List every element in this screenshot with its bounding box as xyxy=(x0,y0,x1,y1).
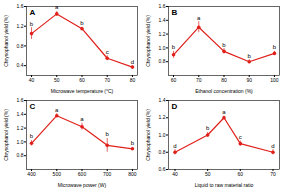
svg-text:400: 400 xyxy=(27,171,36,177)
svg-text:1.0: 1.0 xyxy=(159,132,166,138)
svg-text:c: c xyxy=(106,49,109,55)
svg-text:1.0: 1.0 xyxy=(159,45,166,51)
svg-text:Chrysophanol yield (%): Chrysophanol yield (%) xyxy=(3,15,9,67)
svg-text:1.4: 1.4 xyxy=(159,97,166,103)
svg-text:1.2: 1.2 xyxy=(17,125,24,131)
svg-text:a: a xyxy=(55,4,59,10)
svg-text:1.6: 1.6 xyxy=(159,3,166,9)
svg-text:Chrysophanol yield (%): Chrysophanol yield (%) xyxy=(3,109,9,161)
svg-text:B: B xyxy=(172,8,178,17)
svg-text:C: C xyxy=(30,102,36,111)
svg-text:Ethanol concentration (%): Ethanol concentration (%) xyxy=(195,88,253,94)
svg-text:0.8: 0.8 xyxy=(17,43,24,49)
svg-text:1.4: 1.4 xyxy=(159,17,166,23)
svg-text:a: a xyxy=(80,116,84,122)
svg-text:b: b xyxy=(30,133,34,139)
svg-text:1.0: 1.0 xyxy=(17,139,24,145)
svg-text:80: 80 xyxy=(221,77,227,83)
svg-text:700: 700 xyxy=(103,171,112,177)
svg-text:500: 500 xyxy=(53,171,62,177)
svg-text:0.8: 0.8 xyxy=(159,58,166,64)
svg-text:90: 90 xyxy=(246,77,252,83)
svg-text:60: 60 xyxy=(171,77,177,83)
svg-text:0.8: 0.8 xyxy=(159,149,166,155)
svg-text:Microwave power (W): Microwave power (W) xyxy=(58,182,107,188)
svg-text:D: D xyxy=(172,102,178,111)
svg-text:80: 80 xyxy=(130,77,136,83)
svg-text:0.4: 0.4 xyxy=(17,62,24,68)
svg-text:0.8: 0.8 xyxy=(17,152,24,158)
svg-text:a: a xyxy=(222,109,226,115)
svg-text:b: b xyxy=(172,44,176,50)
svg-text:1.6: 1.6 xyxy=(17,3,24,9)
svg-text:b: b xyxy=(206,125,210,131)
svg-text:b: b xyxy=(106,131,110,137)
svg-text:b: b xyxy=(80,20,84,26)
svg-text:70: 70 xyxy=(196,77,202,83)
svg-text:70: 70 xyxy=(270,171,276,177)
svg-text:b: b xyxy=(131,140,135,146)
svg-text:d: d xyxy=(271,143,274,149)
svg-text:Microwave temperature (°C): Microwave temperature (°C) xyxy=(51,88,114,94)
svg-text:c: c xyxy=(239,134,242,140)
svg-text:b: b xyxy=(30,21,34,27)
svg-text:Chrysophanol yield (%): Chrysophanol yield (%) xyxy=(145,109,151,161)
svg-text:50: 50 xyxy=(205,171,211,177)
svg-text:Chrysophanol yield (%): Chrysophanol yield (%) xyxy=(145,15,151,67)
svg-text:50: 50 xyxy=(54,77,60,83)
svg-text:70: 70 xyxy=(104,77,110,83)
svg-text:100: 100 xyxy=(270,77,279,83)
svg-text:800: 800 xyxy=(128,171,137,177)
svg-text:600: 600 xyxy=(78,171,87,177)
svg-text:1.2: 1.2 xyxy=(17,23,24,29)
svg-text:1.2: 1.2 xyxy=(159,31,166,37)
svg-text:a: a xyxy=(55,107,59,113)
svg-text:60: 60 xyxy=(238,171,244,177)
svg-text:a: a xyxy=(197,15,201,21)
svg-text:A: A xyxy=(30,8,36,17)
svg-text:60: 60 xyxy=(79,77,85,83)
svg-text:b: b xyxy=(273,44,277,50)
svg-text:Liquid to raw material ratio: Liquid to raw material ratio xyxy=(195,182,254,188)
svg-text:40: 40 xyxy=(29,77,35,83)
svg-text:b: b xyxy=(222,42,226,48)
svg-text:d: d xyxy=(131,59,134,65)
svg-text:40: 40 xyxy=(172,171,178,177)
svg-text:1.2: 1.2 xyxy=(159,114,166,120)
svg-text:0.6: 0.6 xyxy=(159,166,166,172)
svg-text:1.4: 1.4 xyxy=(17,111,24,117)
svg-text:1.6: 1.6 xyxy=(17,97,24,103)
svg-text:b: b xyxy=(248,53,252,59)
svg-text:d: d xyxy=(173,143,176,149)
